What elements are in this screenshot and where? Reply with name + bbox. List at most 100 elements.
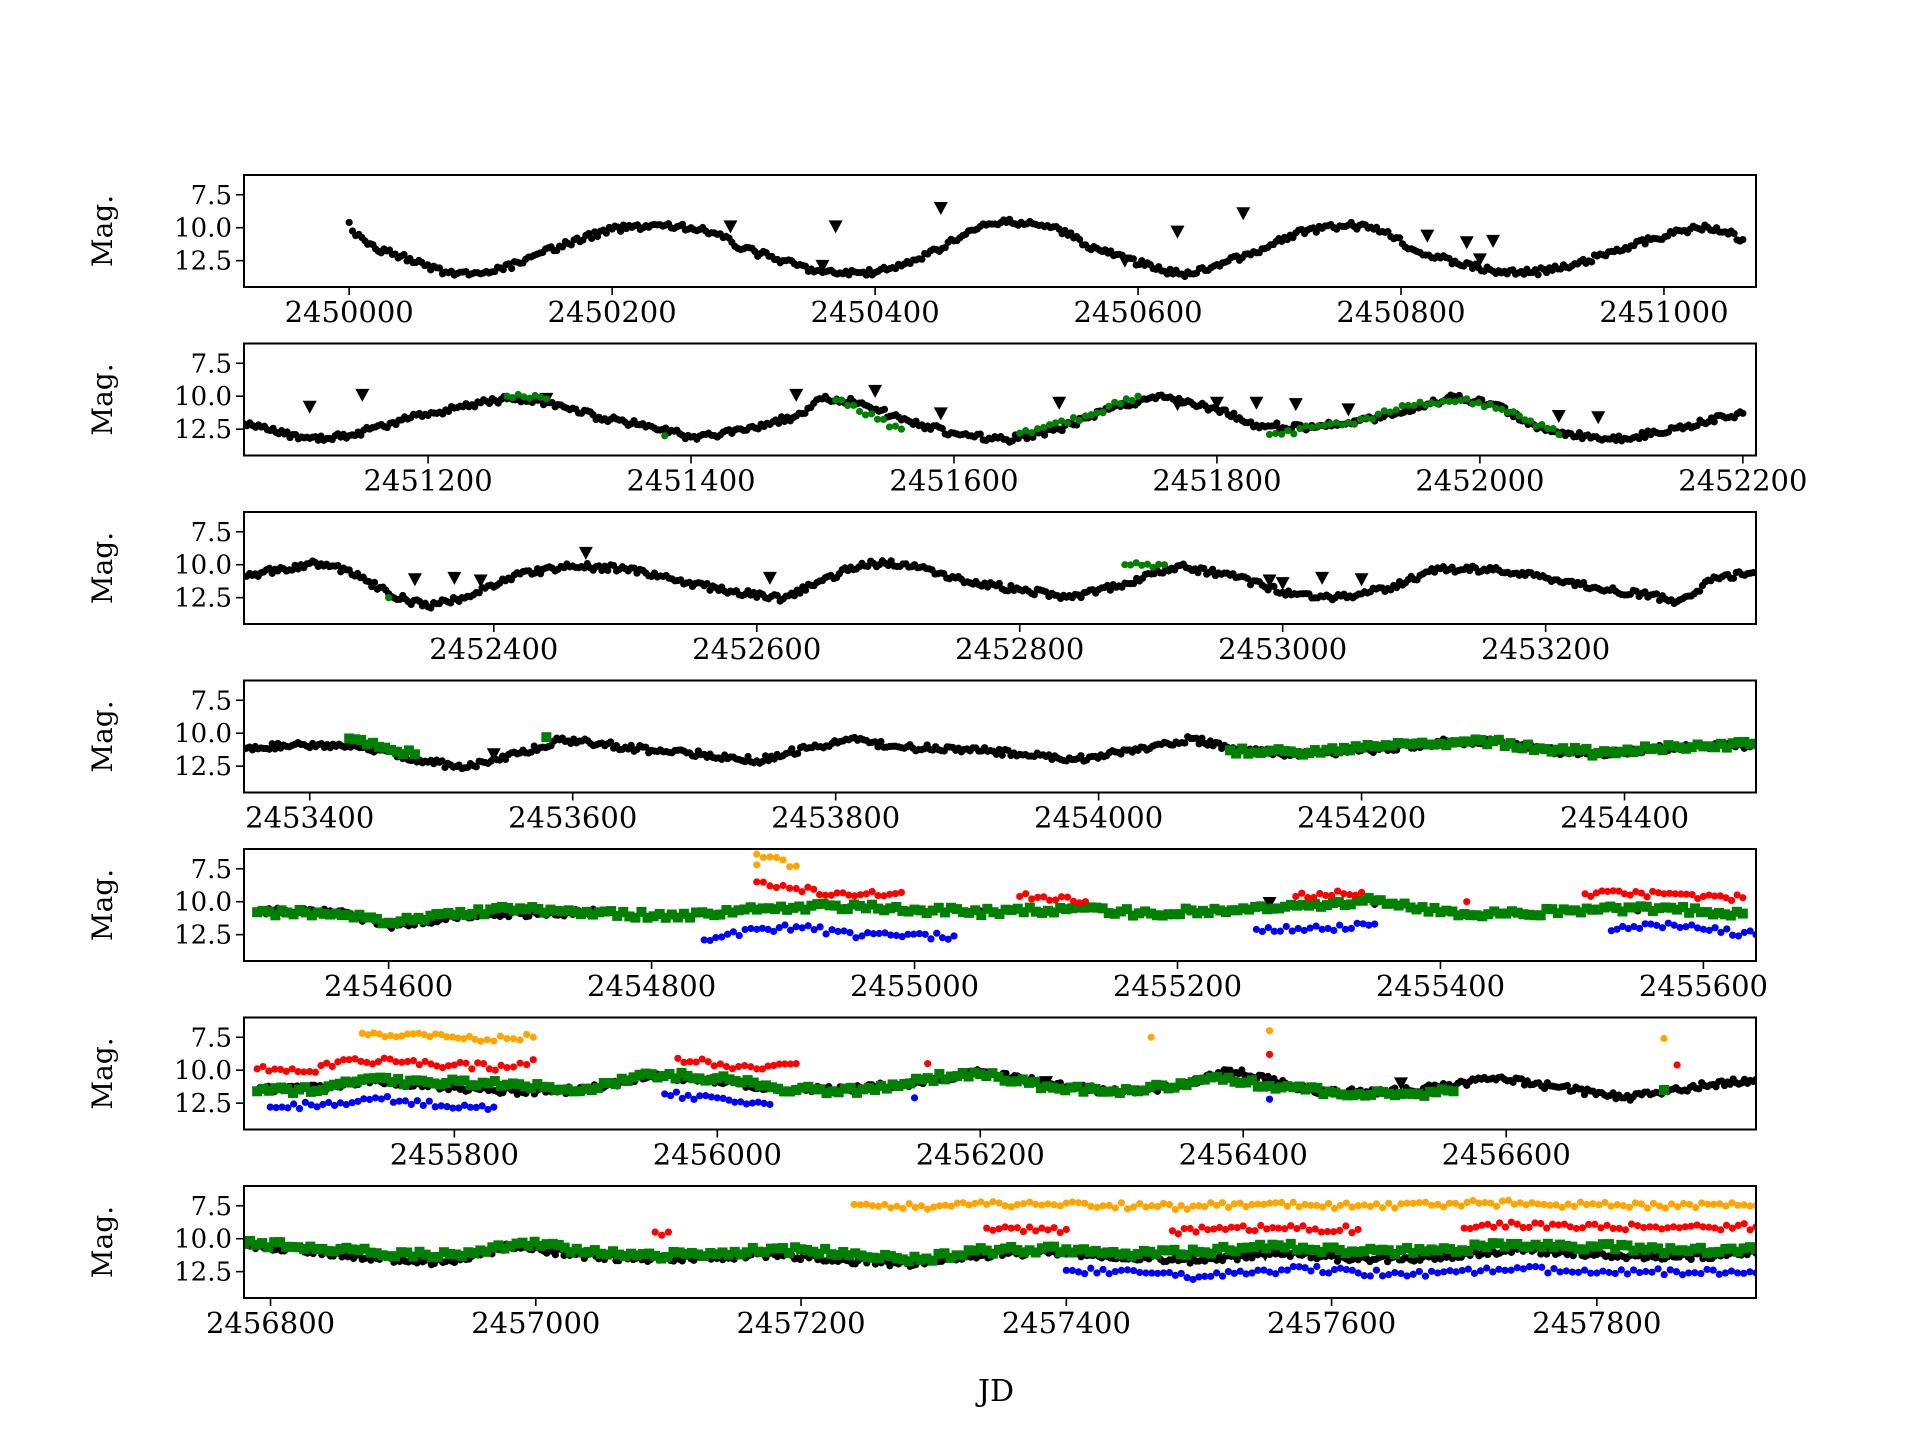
x-tick-label: 2450200 (548, 295, 677, 329)
data-point-red (1740, 1220, 1748, 1228)
data-point-red (1081, 898, 1090, 906)
data-point-red (692, 1058, 700, 1066)
data-point-green (682, 1070, 693, 1081)
data-point-green (791, 1084, 802, 1095)
data-point-red (1305, 1226, 1313, 1234)
data-point-green (1327, 897, 1338, 908)
data-point-green (964, 907, 975, 918)
data-point-blue (1319, 1269, 1327, 1277)
data-point-blue (1729, 931, 1737, 939)
data-point-orange (1601, 1198, 1609, 1207)
data-point-black (790, 592, 798, 600)
data-point-red (674, 1054, 682, 1062)
data-point-green (1262, 904, 1273, 915)
data-point-blue (1201, 1272, 1209, 1280)
data-point-green (1410, 401, 1418, 410)
data-point-blue (1630, 922, 1638, 931)
data-point-green (493, 1240, 504, 1251)
data-point-blue (816, 923, 824, 931)
data-point-blue (927, 935, 935, 943)
data-point-green (580, 1083, 591, 1094)
data-point-blue (864, 929, 872, 937)
data-point-blue (1171, 1271, 1179, 1279)
data-point-green (1320, 421, 1328, 429)
data-point-green (1493, 1238, 1504, 1249)
data-point-orange (1613, 1201, 1621, 1209)
data-point-green (559, 1242, 570, 1253)
data-point-green (1431, 1087, 1442, 1098)
data-point-green (672, 912, 683, 923)
data-point-green (604, 1077, 615, 1088)
data-point-green (411, 1075, 422, 1086)
data-point-orange (905, 1200, 913, 1208)
data-point-green (729, 1246, 740, 1257)
data-point-green (359, 1243, 370, 1254)
data-point-red (1609, 1224, 1617, 1233)
data-point-green (1426, 1244, 1437, 1255)
data-point-green (1209, 903, 1220, 914)
data-point-blue (284, 1104, 292, 1112)
data-point-green (541, 1239, 552, 1250)
x-tick-label: 2456400 (1179, 1138, 1308, 1172)
data-point-green (1381, 898, 1392, 909)
data-point-green (323, 1246, 334, 1257)
data-point-red (1346, 891, 1354, 899)
data-point-blue (1276, 927, 1284, 935)
data-point-green (1689, 1243, 1700, 1254)
data-point-red (1663, 1224, 1672, 1232)
data-point-green (678, 908, 689, 919)
upper-limit-marker (1052, 396, 1067, 410)
data-point-green (523, 1240, 534, 1251)
data-point-red (1336, 1226, 1344, 1235)
data-point-green (426, 1252, 437, 1263)
data-point-red (485, 1065, 494, 1073)
data-point-blue (1495, 1265, 1503, 1273)
data-point-blue (729, 928, 737, 936)
x-tick-label: 2452600 (692, 632, 821, 666)
data-point-green (1267, 745, 1278, 756)
data-point-red (1572, 1224, 1581, 1233)
data-point-green (503, 903, 514, 914)
data-point-green (1012, 1245, 1023, 1256)
data-point-green (879, 905, 890, 916)
data-point-green (1696, 907, 1707, 918)
data-point-green (1049, 907, 1060, 918)
data-point-red (845, 891, 853, 899)
data-point-green (413, 912, 424, 923)
data-point-blue (898, 933, 906, 941)
data-point-blue (1195, 1273, 1203, 1281)
data-point-red (1578, 1224, 1587, 1232)
data-point-green (864, 1083, 875, 1094)
data-point-red (1634, 1222, 1642, 1230)
data-point-green (508, 394, 517, 402)
data-point-green (1558, 743, 1569, 754)
data-point-green (957, 1067, 968, 1078)
data-point-blue (389, 1098, 398, 1106)
data-point-green (1151, 1249, 1162, 1260)
data-point-blue (810, 926, 818, 934)
data-point-green (1463, 1246, 1474, 1257)
data-point-red (1310, 893, 1318, 902)
data-point-blue (846, 928, 854, 937)
data-point-green (1452, 737, 1463, 748)
data-point-green (1231, 748, 1242, 759)
data-point-orange (1147, 1033, 1155, 1041)
data-point-red (276, 1065, 285, 1074)
data-point-green (958, 907, 969, 918)
data-point-red (282, 1067, 290, 1075)
data-point-green (691, 907, 702, 918)
data-point-red (1501, 1223, 1510, 1231)
data-point-green (520, 1081, 531, 1092)
data-point-orange (1307, 1201, 1315, 1209)
data-point-red (1620, 890, 1629, 898)
data-point-orange (1213, 1201, 1221, 1209)
data-point-red (1186, 1224, 1194, 1233)
data-point-green (365, 1247, 376, 1258)
data-point-green (1684, 907, 1695, 918)
data-point-green (928, 1075, 939, 1086)
data-point-green (988, 907, 999, 918)
data-point-green (733, 905, 744, 916)
data-point-green (1186, 905, 1197, 916)
data-point-blue (460, 1101, 469, 1109)
